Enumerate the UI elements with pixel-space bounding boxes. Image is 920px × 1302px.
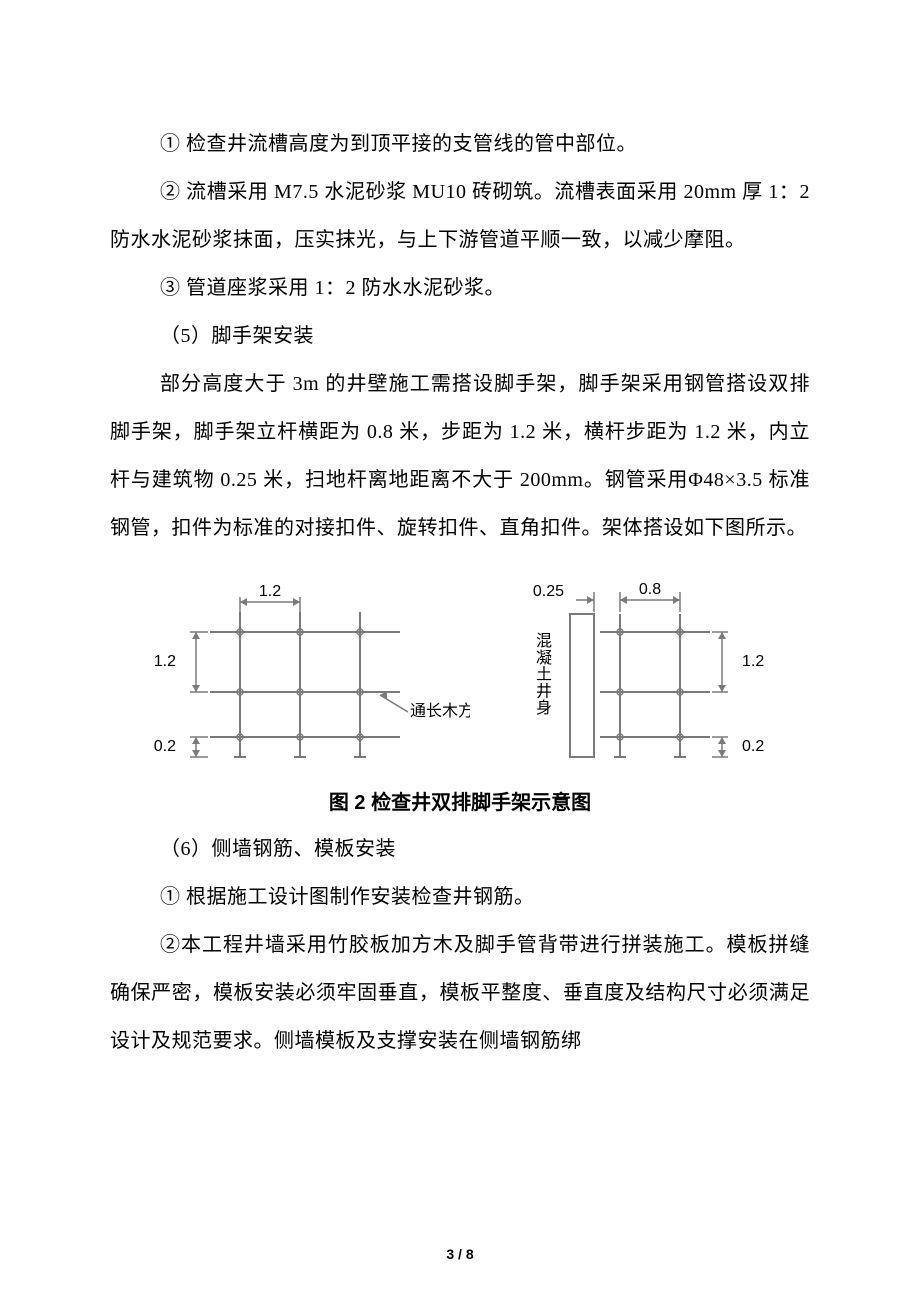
- paragraph-4: （5）脚手架安装: [110, 312, 810, 360]
- figure-caption: 图 2 检查井双排脚手架示意图: [110, 786, 810, 815]
- svg-text:0.25: 0.25: [533, 583, 564, 600]
- document-page: ① 检查井流槽高度为到顶平接的支管线的管中部位。 ② 流槽采用 M7.5 水泥砂…: [0, 0, 920, 1302]
- svg-text:1.2: 1.2: [259, 583, 281, 600]
- diagram-right: 0.25 0.8 1.2 0.2 混凝土井身: [510, 572, 770, 772]
- svg-text:0.8: 0.8: [639, 581, 661, 598]
- paragraph-3: ③ 管道座浆采用 1：2 防水水泥砂浆。: [110, 264, 810, 312]
- page-number: 3 / 8: [0, 1246, 920, 1262]
- paragraph-2: ② 流槽采用 M7.5 水泥砂浆 MU10 砖砌筑。流槽表面采用 20mm 厚 …: [110, 168, 810, 264]
- figure-scaffold-diagram: 1.2 1.2 0.2 通长木方 0.25 0.8 1.2 0.2 混凝土井身: [110, 572, 810, 772]
- paragraph-8: ②本工程井墙采用竹胶板加方木及脚手管背带进行拼装施工。模板拼缝确保严密，模板安装…: [110, 921, 810, 1065]
- svg-text:0.2: 0.2: [154, 738, 176, 755]
- paragraph-1: ① 检查井流槽高度为到顶平接的支管线的管中部位。: [110, 120, 810, 168]
- diagram-left: 1.2 1.2 0.2 通长木方: [150, 572, 470, 772]
- svg-text:通长木方: 通长木方: [410, 702, 470, 720]
- paragraph-7: ① 根据施工设计图制作安装检查井钢筋。: [110, 873, 810, 921]
- svg-text:1.2: 1.2: [742, 653, 764, 670]
- svg-text:1.2: 1.2: [154, 653, 176, 670]
- svg-text:混凝土井身: 混凝土井身: [536, 632, 552, 717]
- svg-text:0.2: 0.2: [742, 738, 764, 755]
- paragraph-6: （6）侧墙钢筋、模板安装: [110, 825, 810, 873]
- paragraph-5: 部分高度大于 3m 的井壁施工需搭设脚手架，脚手架采用钢管搭设双排脚手架，脚手架…: [110, 360, 810, 552]
